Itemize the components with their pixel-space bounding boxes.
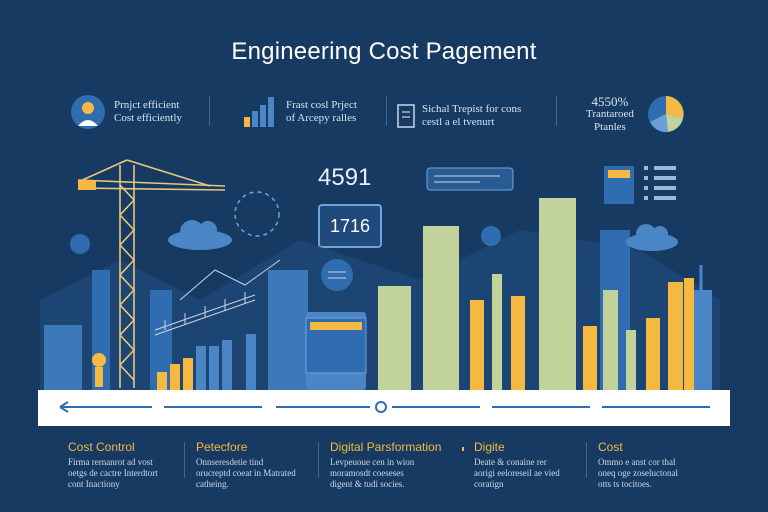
building bbox=[92, 270, 110, 390]
bar bbox=[423, 226, 459, 390]
network-circle bbox=[234, 191, 280, 237]
timeline-band bbox=[38, 390, 730, 426]
bottom-col-cost: Cost Ommo e anst cor thal oneq oge zosel… bbox=[598, 440, 730, 490]
bar bbox=[668, 282, 683, 390]
bottom-col-petecfore: Petecfore Onnseresdetie tind orucreptd c… bbox=[196, 440, 328, 490]
pie-chart-icon bbox=[647, 96, 684, 133]
kpi-project-efficiency: Prnjct efficient Cost efficiently bbox=[70, 90, 182, 134]
truss-icon bbox=[154, 259, 281, 336]
building bbox=[306, 312, 366, 390]
bottom-line: orucreptd coeat in Matrated bbox=[196, 468, 296, 478]
building bbox=[150, 290, 172, 390]
bar bbox=[222, 340, 232, 390]
kpi-percent-value: 4550% bbox=[591, 93, 629, 109]
bottom-col-cost-control: Cost Control Firma rernanrot ad vost oet… bbox=[68, 440, 200, 490]
bottom-line: catheing. bbox=[196, 479, 229, 489]
page-title: Engineering Cost Pagement bbox=[231, 38, 537, 65]
bottom-col-digital-transformation: Digital Parsformation Levpeuoue cen in w… bbox=[330, 440, 462, 490]
kpi-line3: Ptanles bbox=[594, 120, 626, 133]
bar-chart-icon bbox=[244, 97, 274, 127]
divider bbox=[556, 96, 557, 126]
bar bbox=[684, 278, 694, 390]
bottom-line: Firma rernanrot ad vost bbox=[68, 457, 153, 467]
bar bbox=[583, 326, 597, 390]
worker-icon bbox=[92, 353, 106, 367]
bar bbox=[170, 364, 180, 390]
bottom-line: coratign bbox=[474, 479, 504, 489]
bottom-line: Levpeuoue cen in wion bbox=[330, 457, 415, 467]
bottom-col-title: Digital Parsformation bbox=[330, 440, 442, 454]
kpi-cost-project: Frast cosl Prject of Arcepy ralles bbox=[242, 90, 357, 134]
bottom-col-digite: Digite Deate & conaine rer aorigi eelore… bbox=[474, 440, 606, 490]
bottom-col-title: Cost Control bbox=[68, 440, 135, 454]
kpi-percent: 4550% Trantaroed Ptanles bbox=[586, 92, 686, 136]
building bbox=[600, 230, 630, 390]
arrow-left-icon bbox=[59, 401, 69, 413]
bar bbox=[646, 318, 660, 390]
bar-chart bbox=[157, 198, 694, 390]
bottom-line: aorigi eeloreseil ae vied bbox=[474, 468, 560, 478]
kpi-strategy: Sichal Trepist for cons cestl a el tvenu… bbox=[396, 94, 521, 138]
divider bbox=[586, 442, 587, 478]
message-icon bbox=[321, 259, 353, 291]
number-card: 1716 bbox=[318, 204, 382, 248]
bar bbox=[511, 296, 525, 390]
bar bbox=[470, 300, 484, 390]
kpi-line2: Trantaroed bbox=[586, 107, 634, 120]
machine-icon bbox=[305, 317, 367, 374]
bottom-line: Deate & conaine rer bbox=[474, 457, 547, 467]
kpi-line2: cestl a el tvenurt bbox=[422, 116, 495, 128]
building bbox=[268, 270, 308, 390]
bar bbox=[492, 274, 502, 390]
building bbox=[44, 325, 82, 390]
bar bbox=[246, 334, 256, 390]
bottom-line: digent & tudi socies. bbox=[330, 479, 405, 489]
globe-icon bbox=[70, 234, 90, 254]
kpi-line1: Prnjct efficient bbox=[114, 99, 180, 111]
bottom-col-title: Cost bbox=[598, 440, 623, 454]
bottom-col-title: Petecfore bbox=[196, 440, 248, 454]
bottom-line: otts ts tocitoes. bbox=[598, 479, 652, 489]
bar bbox=[603, 290, 618, 390]
divider bbox=[318, 442, 319, 478]
settings-icon bbox=[481, 226, 501, 246]
search-bar-card bbox=[426, 167, 514, 191]
bar bbox=[196, 346, 206, 390]
divider bbox=[386, 96, 387, 126]
timeline-node bbox=[375, 401, 387, 413]
bar bbox=[626, 330, 636, 390]
kpi-line1: Frast cosl Prject bbox=[286, 99, 357, 111]
bar bbox=[539, 198, 576, 390]
bottom-line: Onnseresdetie tind bbox=[196, 457, 264, 467]
divider bbox=[184, 442, 185, 478]
bar bbox=[209, 346, 219, 390]
kpi-line1: Sichal Trepist for cons bbox=[422, 103, 522, 115]
bar bbox=[157, 372, 167, 390]
bottom-line: oneq oge zoseluctonal bbox=[598, 468, 678, 478]
divider bbox=[209, 96, 210, 126]
tower bbox=[690, 290, 712, 390]
crane-icon bbox=[77, 159, 226, 388]
bullet-dot bbox=[462, 447, 464, 451]
list-dots bbox=[644, 166, 676, 200]
bottom-line: moramosdt coeseses bbox=[330, 468, 404, 478]
bar bbox=[183, 358, 193, 390]
bottom-col-title: Digite bbox=[474, 440, 505, 454]
bottom-line: cont Inactiony bbox=[68, 479, 120, 489]
bottom-line: oetgs de cactre Interdtort bbox=[68, 468, 158, 478]
cloud-icon bbox=[168, 220, 232, 250]
document-card bbox=[604, 166, 634, 204]
headline-number: 4591 bbox=[318, 164, 372, 191]
bottom-line: Ommo e anst cor thal bbox=[598, 457, 676, 467]
document-icon bbox=[397, 104, 415, 128]
kpi-line2: of Arcepy ralles bbox=[286, 112, 357, 124]
number-card-value: 1716 bbox=[329, 216, 371, 236]
cloud-icon bbox=[626, 224, 678, 251]
kpi-line2: Cost efficiently bbox=[114, 112, 182, 124]
bar bbox=[378, 286, 411, 390]
person-idea-icon bbox=[71, 95, 105, 129]
